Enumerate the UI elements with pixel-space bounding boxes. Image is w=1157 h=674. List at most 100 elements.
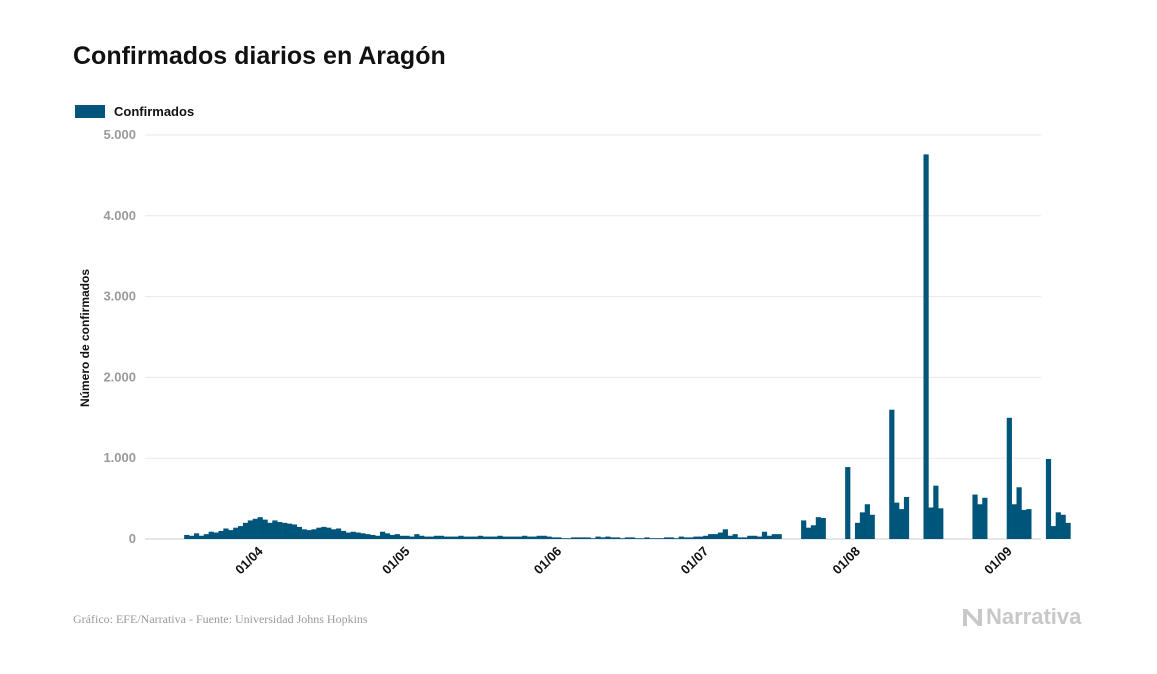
bar — [629, 537, 635, 539]
bar — [580, 537, 586, 539]
bar — [585, 537, 591, 539]
bar — [683, 537, 689, 539]
bar — [404, 535, 410, 539]
source-note: Gráfico: EFE/Narrativa - Fuente: Univers… — [73, 612, 368, 626]
bar — [972, 494, 978, 539]
bar — [247, 520, 254, 539]
bar — [365, 534, 371, 539]
bar — [668, 537, 675, 539]
bar — [610, 537, 616, 539]
bar — [458, 535, 464, 539]
y-tick-label: 3.000 — [103, 289, 136, 304]
bar — [233, 527, 239, 539]
bar — [448, 536, 454, 539]
bar — [463, 536, 469, 539]
bar — [717, 532, 724, 539]
bar — [512, 536, 518, 539]
bar — [438, 535, 444, 539]
bar — [355, 532, 361, 539]
bar — [424, 536, 430, 539]
bar — [502, 536, 508, 539]
bar — [546, 536, 552, 539]
bar — [624, 537, 631, 539]
bar — [331, 529, 337, 539]
bar — [869, 514, 875, 539]
bar — [1065, 522, 1071, 539]
bar — [698, 536, 704, 539]
legend-swatch — [75, 105, 105, 118]
bar — [380, 531, 386, 539]
bars — [184, 154, 1071, 539]
bar — [399, 535, 405, 539]
bar — [473, 536, 479, 539]
bar — [321, 526, 327, 539]
bar — [536, 535, 542, 539]
bar — [326, 527, 332, 539]
legend: Confirmados — [75, 104, 194, 119]
bar — [1011, 504, 1017, 539]
bar — [923, 154, 929, 539]
x-tick-label: 01/08 — [829, 544, 863, 578]
bar — [634, 538, 640, 539]
brand-name: Narrativa — [986, 604, 1082, 629]
bar — [551, 537, 557, 539]
bar — [742, 537, 748, 539]
y-tick-label: 1.000 — [103, 450, 136, 465]
y-tick-label: 0 — [129, 531, 136, 546]
bar — [541, 535, 547, 539]
narrativa-logo-icon — [963, 609, 982, 626]
bar — [394, 534, 400, 539]
bar — [218, 530, 224, 539]
bar — [570, 537, 577, 539]
bar — [1026, 509, 1032, 539]
bar — [894, 502, 900, 539]
bar — [522, 535, 528, 539]
bar — [805, 527, 812, 539]
bar — [815, 517, 821, 539]
axes: 01/04 01/05 01/06 01/07 01/08 01/09 — [232, 543, 1015, 577]
bar — [189, 535, 195, 539]
bar — [982, 497, 988, 539]
bar — [712, 534, 719, 539]
bar — [286, 523, 293, 539]
bar — [492, 536, 498, 539]
bar — [468, 536, 474, 539]
bar — [845, 467, 851, 539]
bar — [820, 517, 826, 539]
y-axis-label: Número de confirmados — [78, 269, 92, 407]
y-tick-label: 5.000 — [103, 127, 136, 142]
bar — [561, 538, 567, 539]
bar — [678, 536, 684, 539]
bar — [482, 536, 489, 539]
bar — [747, 535, 753, 539]
bar — [477, 535, 484, 539]
bar — [517, 536, 523, 539]
bar — [340, 530, 347, 539]
bar — [673, 538, 679, 539]
bar — [203, 534, 209, 539]
bar — [722, 529, 728, 539]
bar — [708, 534, 714, 539]
bar — [752, 535, 758, 539]
bar — [933, 485, 939, 539]
bar — [257, 517, 263, 539]
bar — [854, 522, 861, 539]
bar — [184, 534, 190, 539]
bar — [526, 536, 533, 539]
bar — [889, 409, 895, 539]
bar — [615, 537, 621, 539]
bar — [766, 535, 773, 539]
bar — [213, 532, 219, 539]
bar — [1021, 509, 1027, 539]
bar — [360, 533, 366, 539]
bar — [566, 538, 572, 539]
bar — [659, 538, 665, 539]
bar — [737, 537, 743, 539]
bar — [228, 530, 234, 539]
bar — [350, 531, 356, 539]
bar — [810, 525, 817, 539]
bar — [977, 504, 983, 539]
bar — [600, 537, 606, 539]
bar — [223, 528, 229, 539]
bar — [389, 534, 396, 539]
